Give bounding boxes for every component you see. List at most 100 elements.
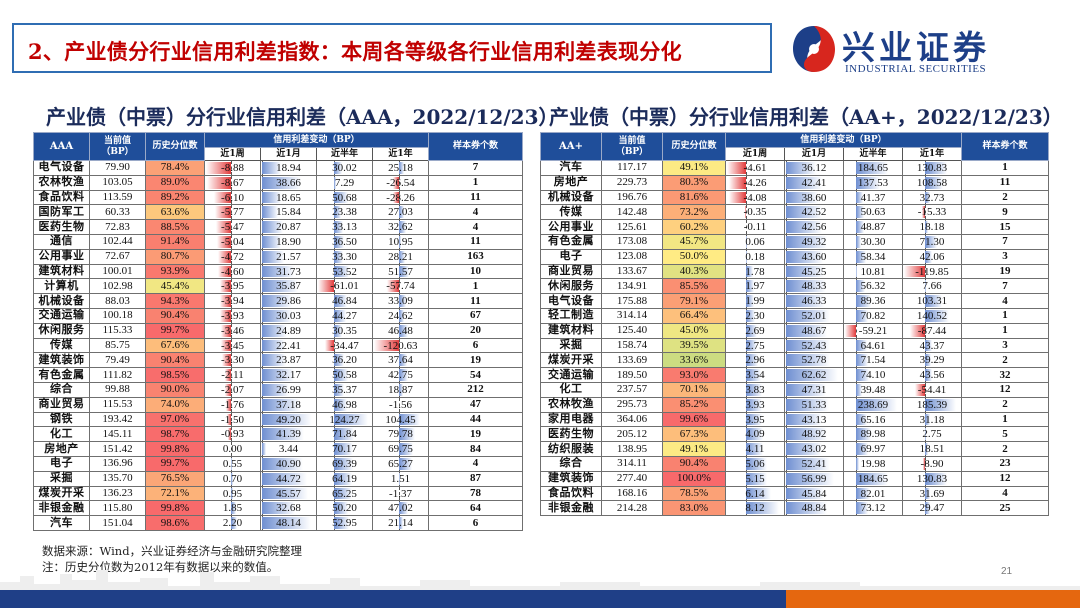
spread-change-cell: 31.18: [902, 411, 962, 428]
spread-change-value: -26.54: [386, 176, 415, 189]
positive-bar: [924, 280, 926, 293]
table-row: 有色金属 111.82 98.5% -2.11 32.17 50.58 42.75 54: [33, 367, 523, 383]
title-bar: 2、产业债分行业信用利差指数：本周各等级各行业信用利差表现分化: [12, 23, 772, 73]
negative-bar: [225, 383, 231, 396]
spread-change-cell: 48.33: [784, 278, 844, 295]
positive-bar: [334, 309, 347, 322]
spread-change-cell: 44.72: [260, 470, 317, 487]
spread-change-cell: -1.76: [204, 396, 261, 413]
spread-change-cell: 73.12: [843, 500, 903, 517]
spread-change-cell: 4.11: [725, 441, 785, 457]
sample-count-cell: 4: [961, 485, 1049, 502]
current-value-cell: 151.42: [89, 441, 146, 457]
spread-change-cell: 15.84: [260, 204, 317, 221]
current-value-cell: 205.12: [601, 426, 663, 443]
spread-change-value: -0.35: [743, 206, 767, 219]
spread-change-value: 184.65: [857, 472, 889, 485]
positive-bar: [262, 250, 284, 263]
spread-change-value: 0.00: [222, 443, 243, 456]
sample-count-cell: 212: [428, 381, 523, 398]
sample-count-cell: 4: [961, 293, 1049, 309]
spread-change-cell: 0.06: [725, 233, 785, 250]
spread-change-cell: -3.93: [204, 307, 261, 324]
positive-bar: [334, 221, 344, 233]
spread-change-value: 37.18: [276, 398, 301, 411]
spread-change-value: -57.74: [386, 280, 415, 293]
positive-bar: [855, 309, 868, 322]
spread-change-value: 46.48: [388, 324, 413, 337]
current-value-cell: 88.03: [89, 293, 146, 309]
spread-change-value: 52.78: [801, 354, 827, 367]
sample-count-cell: 1: [428, 174, 523, 191]
zero-line: [230, 368, 232, 382]
zero-line: [398, 175, 400, 190]
spread-change-value: 185.39: [916, 398, 948, 411]
spread-change-value: 36.12: [801, 162, 827, 174]
industry-name: 综合: [540, 455, 602, 472]
percentile-cell: 66.4%: [662, 307, 726, 324]
table-row: 建筑材料 100.01 93.9% -4.60 31.73 53.52 51.57 10: [33, 263, 523, 280]
zero-line: [334, 279, 336, 294]
positive-bar: [855, 265, 858, 278]
table-row: 传媒 85.75 67.6% -3.45 22.41 -34.47 -120.63 6: [33, 337, 523, 354]
logo-chinese-name: 兴业证券: [842, 28, 990, 67]
sample-count-cell: 1: [961, 160, 1049, 176]
positive-bar: [230, 487, 234, 500]
sample-count-cell: 84: [428, 441, 523, 457]
positive-bar: [924, 413, 930, 426]
positive-bar: [855, 413, 867, 426]
positive-bar: [334, 191, 348, 204]
spread-change-cell: 46.98: [316, 396, 373, 413]
positive-bar: [855, 369, 869, 381]
spread-change-cell: 36.50: [316, 233, 373, 250]
current-value-cell: 214.28: [601, 500, 663, 517]
zero-line: [398, 471, 400, 486]
spread-change-cell: 50.68: [316, 189, 373, 206]
table-row: 煤炭开采 133.69 33.6% 2.96 52.78 71.54 39.29 2: [540, 352, 1049, 369]
positive-bar: [786, 487, 825, 500]
spread-change-value: -0.11: [743, 221, 767, 234]
footer-stripe-blue: [0, 590, 786, 608]
spread-change-cell: 71.30: [902, 233, 962, 250]
negative-bar: [216, 235, 231, 248]
spread-change-cell: 64.19: [316, 470, 373, 487]
positive-bar: [786, 191, 819, 204]
positive-bar: [786, 206, 822, 219]
table-row: 传媒 142.48 73.2% -0.35 42.52 50.63 -15.33 9: [540, 204, 1049, 221]
table-row: 公用事业 125.61 60.2% -0.11 42.56 48.87 18.18 15: [540, 219, 1049, 235]
spread-change-cell: 3.95: [725, 411, 785, 428]
spread-change-value: 40.90: [276, 457, 301, 470]
positive-bar: [786, 369, 839, 381]
spread-change-value: 62.62: [801, 369, 827, 382]
positive-bar: [786, 383, 826, 396]
percentile-cell: 70.1%: [662, 381, 726, 398]
spread-change-cell: 33.13: [316, 219, 373, 235]
spread-change-cell: 184.65: [843, 470, 903, 487]
spread-change-cell: 2.30: [725, 307, 785, 324]
left-panel-title: 产业债（中票）分行业信用利差（AAA，2022/12/23）: [46, 105, 559, 129]
logo-mark-icon: [793, 26, 835, 72]
spread-change-cell: 32.62: [372, 219, 429, 235]
spread-change-cell: 62.62: [784, 367, 844, 383]
zero-line: [230, 323, 232, 338]
spread-change-cell: 130.83: [902, 470, 962, 487]
spread-change-value: 65.27: [388, 457, 413, 470]
industry-name: 医药生物: [540, 426, 602, 443]
percentile-cell: 90.4%: [662, 455, 726, 472]
sample-count-cell: 11: [961, 174, 1049, 191]
spread-change-cell: -8.67: [204, 174, 261, 191]
period-1w-header: 近1周: [204, 147, 261, 161]
spread-change-value: 29.86: [276, 295, 301, 308]
positive-bar: [398, 221, 406, 233]
spread-change-value: 23.38: [332, 206, 357, 219]
sample-count-cell: 1: [428, 278, 523, 295]
spread-change-cell: 52.01: [784, 307, 844, 324]
percentile-cell: 80.3%: [662, 174, 726, 191]
spread-change-value: -3.95: [221, 280, 244, 293]
spread-change-value: 24.89: [276, 324, 301, 337]
table-row: 公用事业 72.67 80.7% -4.72 21.57 33.30 28.21 163: [33, 248, 523, 265]
industry-name: 汽车: [540, 160, 602, 176]
negative-bar: [904, 265, 925, 278]
current-value-cell: 115.53: [89, 396, 146, 413]
positive-bar: [334, 517, 349, 529]
